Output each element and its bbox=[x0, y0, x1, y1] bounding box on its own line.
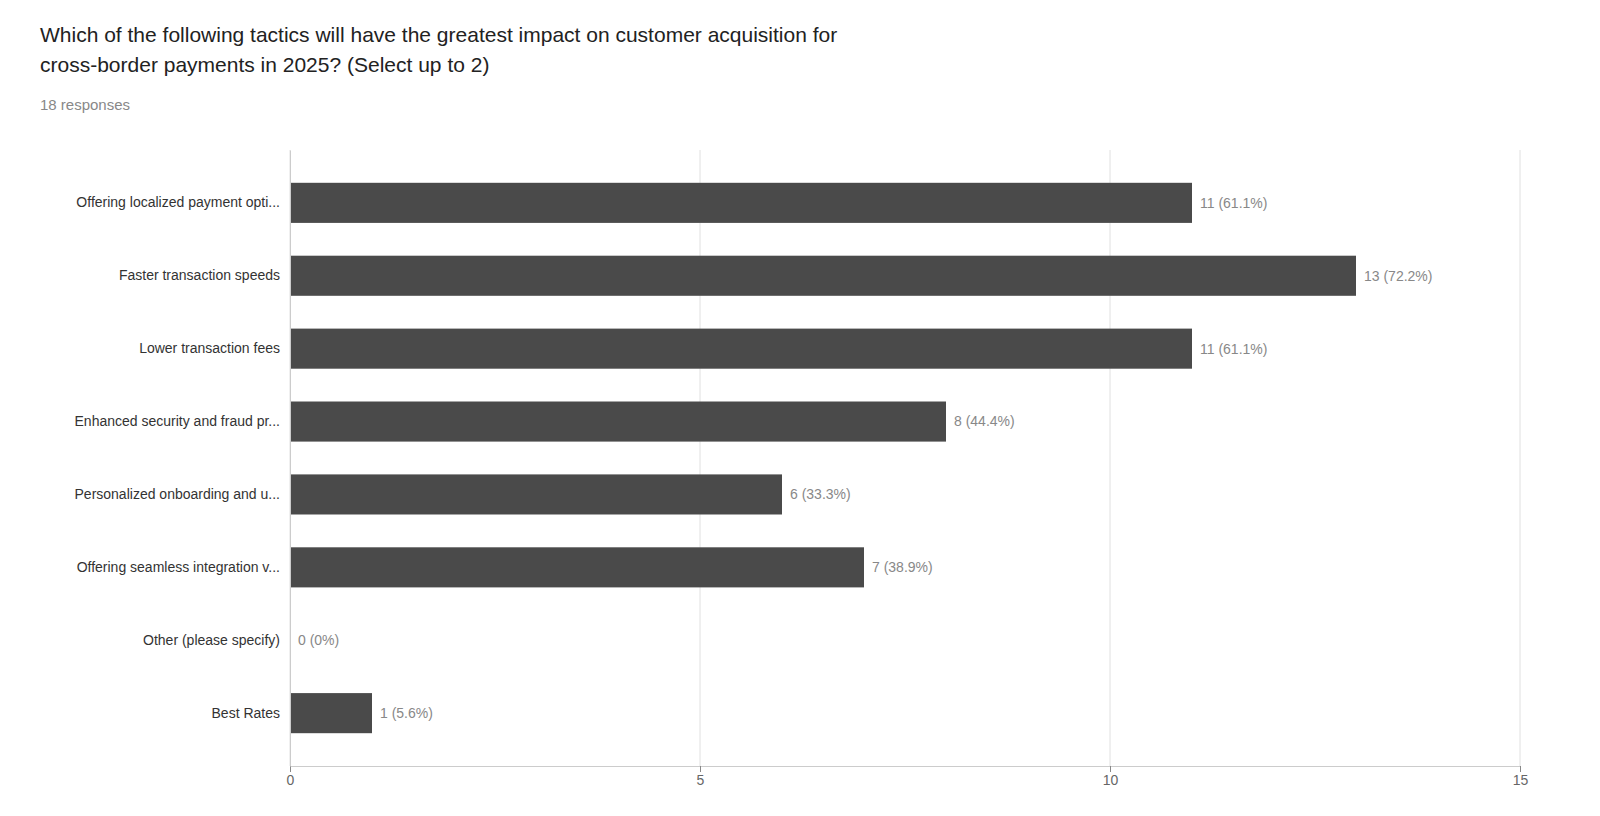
y-tick: Faster transaction speeds bbox=[119, 267, 280, 283]
title: Which of the following tactics will have… bbox=[40, 23, 837, 46]
bar bbox=[290, 547, 864, 587]
y-tick-label: Faster transaction speeds bbox=[119, 267, 280, 283]
bar bbox=[290, 183, 1192, 223]
x-tick: 15 bbox=[1513, 766, 1529, 788]
bar bbox=[290, 256, 1356, 296]
bars bbox=[290, 183, 1356, 733]
y-axis: Offering localized payment opti... Faster… bbox=[75, 151, 291, 767]
bar bbox=[290, 402, 946, 442]
y-tick: Offering localized payment opti... bbox=[76, 194, 280, 210]
y-tick: Personalized onboarding and u... bbox=[75, 486, 280, 502]
y-tick: Lower transaction fees bbox=[139, 340, 280, 356]
bar bbox=[290, 329, 1192, 369]
grid-line bbox=[700, 150, 701, 766]
data-label: 7 (38.9%) bbox=[872, 559, 933, 575]
plot: 0 5 10 15 Offering localized payment opti...… bbox=[75, 150, 1529, 788]
x-axis: 0 5 10 15 bbox=[287, 766, 1529, 788]
y-tick: Best Rates bbox=[212, 705, 280, 721]
grid-line bbox=[1520, 150, 1521, 766]
bar bbox=[290, 474, 782, 514]
data-label: 11 (61.1%) bbox=[1200, 341, 1267, 357]
data-label: 8 (44.4%) bbox=[954, 413, 1015, 429]
y-tick: Enhanced security and fraud pr... bbox=[75, 413, 280, 429]
y-tick-label: Lower transaction fees bbox=[139, 340, 280, 356]
data-label: 1 (5.6%) bbox=[380, 705, 433, 721]
x-axis-line bbox=[291, 767, 1521, 773]
y-tick-label: Offering localized payment opti... bbox=[76, 194, 280, 210]
y-tick-label: Personalized onboarding and u... bbox=[75, 486, 280, 502]
data-label: 13 (72.2%) bbox=[1364, 268, 1432, 284]
y-tick-label: Best Rates bbox=[212, 705, 280, 721]
x-tick-label: 10 bbox=[1103, 772, 1119, 788]
x-tick-label: 15 bbox=[1513, 772, 1529, 788]
data-label: 6 (33.3%) bbox=[790, 486, 851, 502]
x-tick: 5 bbox=[697, 766, 705, 788]
chart-svg: Which of the following tactics will have… bbox=[0, 0, 1600, 816]
grid-line bbox=[290, 150, 291, 766]
data-labels: 11 (61.1%) 13 (72.2%) 11 (61.1%) 8 (44.4%) 6… bbox=[298, 195, 1432, 721]
subtitle: 18 responses bbox=[40, 96, 130, 113]
titles: Which of the following tactics will have… bbox=[40, 23, 837, 113]
x-tick-label: 5 bbox=[697, 772, 705, 788]
grid-line bbox=[1110, 150, 1111, 766]
data-label: 11 (61.1%) bbox=[1200, 195, 1267, 211]
y-tick-label: Other (please specify) bbox=[143, 632, 280, 648]
x-tick-label: 0 bbox=[287, 772, 295, 788]
data-label: 0 (0%) bbox=[298, 632, 339, 648]
title: cross-border payments in 2025? (Select u… bbox=[40, 53, 489, 76]
chart-container: Which of the following tactics will have… bbox=[0, 0, 1600, 816]
y-tick: Offering seamless integration v... bbox=[77, 559, 280, 575]
x-tick: 10 bbox=[1103, 766, 1119, 788]
y-tick: Other (please specify) bbox=[143, 632, 280, 648]
y-tick-label: Enhanced security and fraud pr... bbox=[75, 413, 280, 429]
x-tick: 0 bbox=[287, 766, 295, 788]
y-axis-line bbox=[290, 151, 291, 767]
bar bbox=[290, 693, 372, 733]
grid bbox=[290, 150, 1520, 766]
y-tick-label: Offering seamless integration v... bbox=[77, 559, 280, 575]
